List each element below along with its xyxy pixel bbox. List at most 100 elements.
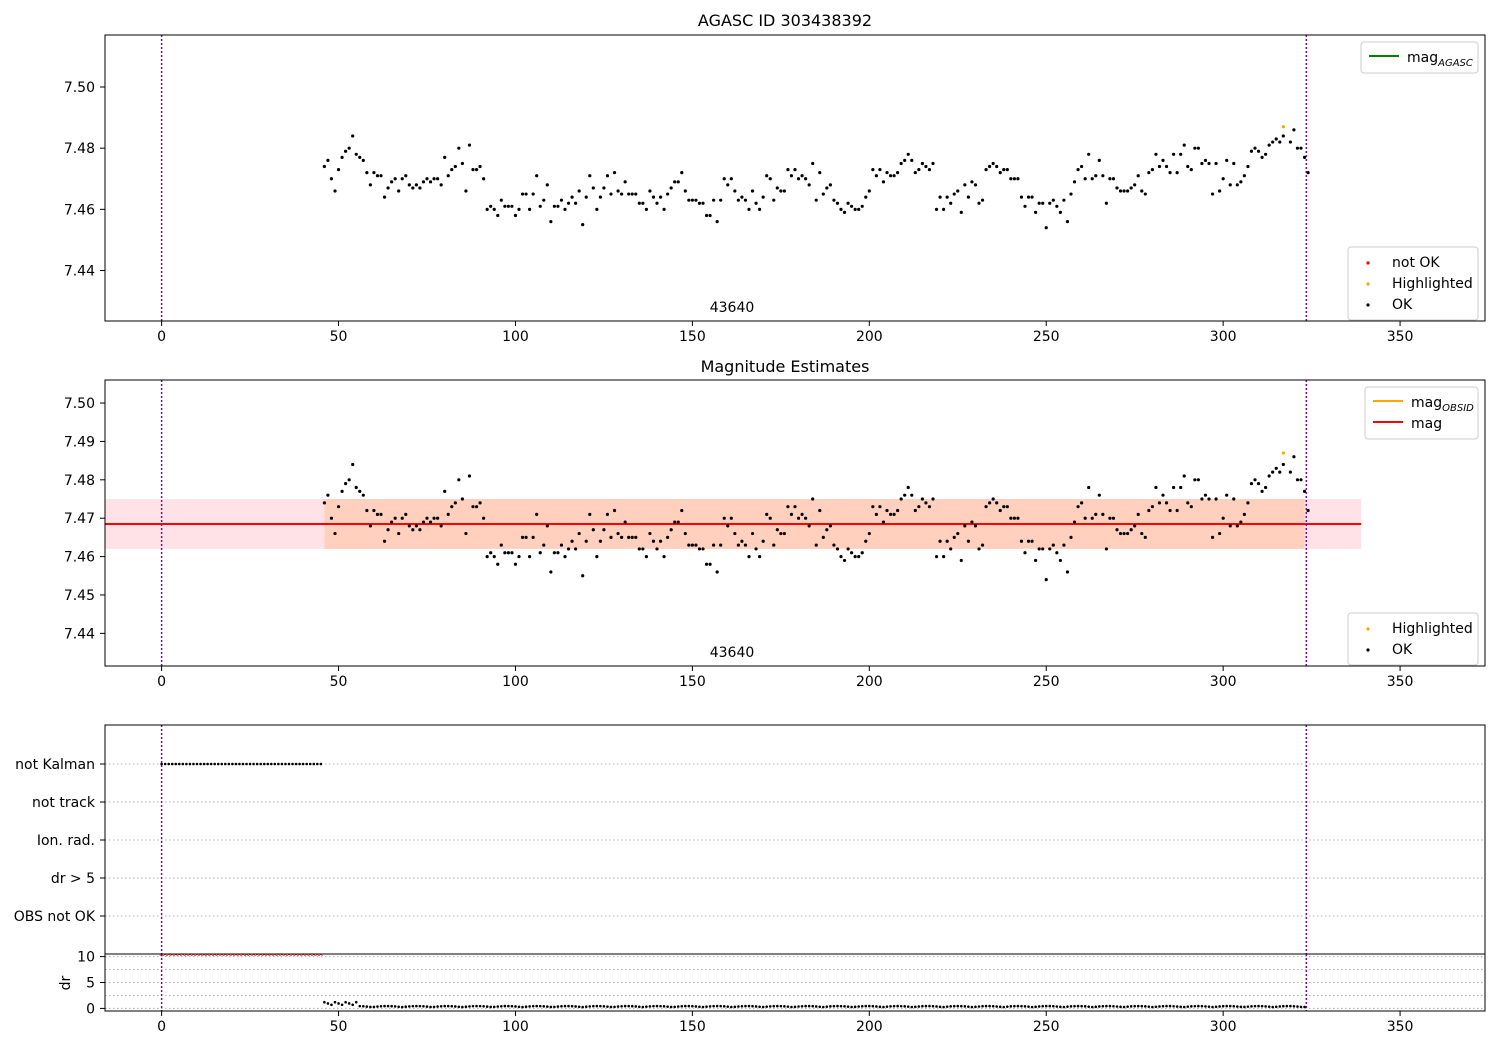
data-point: [1026, 539, 1031, 543]
dr-point: [574, 1005, 577, 1008]
obsid-annotation: 43640: [710, 645, 755, 661]
dr-point: [1264, 1005, 1267, 1008]
data-point: [1225, 158, 1229, 163]
dr-point: [393, 1005, 397, 1008]
data-point: [917, 167, 921, 172]
dr-point: [1140, 1004, 1144, 1008]
dr-point: [1186, 1005, 1190, 1008]
dr-point: [1168, 1004, 1172, 1008]
data-point: [704, 213, 709, 218]
data-point: [1111, 516, 1116, 520]
dr-point: [457, 1005, 461, 1009]
dr-point: [627, 1004, 630, 1008]
data-point: [835, 547, 840, 551]
data-point: [651, 539, 656, 543]
data-point: [549, 570, 553, 574]
data-point: [881, 180, 886, 184]
dr-point: [464, 1005, 468, 1009]
dr-point: [694, 1005, 698, 1008]
data-point: [390, 520, 394, 524]
data-point: [786, 167, 790, 172]
data-point: [1041, 201, 1045, 205]
clipped-marker: ^: [318, 954, 324, 962]
data-point: [1037, 201, 1041, 205]
dr-point: [676, 1005, 680, 1008]
data-point: [591, 528, 595, 532]
data-point: [666, 192, 670, 196]
legend-marker-swatch: [1366, 627, 1370, 631]
dr-point: [903, 1005, 906, 1008]
dr-point: [793, 1005, 797, 1009]
data-point: [1235, 524, 1239, 528]
data-point: [680, 508, 684, 513]
data-point: [386, 528, 390, 532]
flag-point: [234, 762, 238, 766]
data-point: [1126, 189, 1130, 193]
dr-point: [747, 1004, 751, 1008]
data-point: [517, 207, 521, 211]
data-point: [1189, 505, 1193, 509]
data-point: [1218, 189, 1222, 193]
data-point: [322, 164, 326, 169]
dr-point: [1154, 1005, 1158, 1009]
data-point: [712, 198, 716, 202]
dr-point: [882, 1005, 885, 1009]
data-point: [1115, 528, 1119, 532]
data-point: [1097, 493, 1101, 497]
data-point: [602, 528, 606, 532]
dr-point: [556, 1005, 560, 1008]
data-point: [1200, 497, 1204, 501]
flag-point: [294, 762, 298, 766]
data-point: [980, 198, 985, 202]
dr-point: [712, 1004, 715, 1008]
data-point: [750, 531, 755, 536]
data-point: [485, 554, 489, 559]
data-point: [453, 501, 457, 505]
data-point: [733, 531, 737, 536]
data-point: [460, 497, 464, 501]
dr-point: [811, 1004, 814, 1008]
dr-point: [981, 1004, 984, 1008]
data-point: [1203, 493, 1208, 497]
data-point: [835, 201, 840, 205]
data-point: [1069, 192, 1073, 196]
data-point: [839, 207, 843, 211]
data-point: [588, 174, 592, 178]
data-point: [531, 535, 535, 539]
dr-point: [776, 1004, 779, 1008]
dr-point: [613, 1005, 616, 1009]
dr-point: [836, 1004, 839, 1008]
data-point: [1058, 558, 1062, 563]
data-point: [361, 158, 365, 163]
dr-point: [432, 1005, 436, 1009]
data-point: [842, 558, 847, 563]
data-point: [1200, 161, 1204, 166]
data-point: [598, 195, 602, 199]
data-point: [1044, 226, 1048, 230]
data-point: [641, 547, 645, 551]
dr-point: [783, 1005, 786, 1008]
dr-point: [326, 1002, 330, 1005]
dr-point: [496, 1005, 500, 1008]
data-point: [386, 186, 390, 190]
dr-point: [952, 1004, 956, 1008]
dr-point: [429, 1005, 432, 1009]
data-point: [492, 554, 496, 559]
data-point: [1207, 161, 1211, 166]
data-point: [818, 171, 822, 175]
data-point: [959, 210, 963, 215]
data-point: [482, 516, 486, 520]
data-point: [980, 543, 985, 547]
data-point: [443, 489, 447, 493]
dr-point: [1158, 1005, 1161, 1008]
data-point: [542, 198, 546, 202]
data-point: [1196, 146, 1200, 150]
data-point: [595, 554, 599, 559]
data-point: [1218, 531, 1222, 536]
dr-point: [786, 1005, 790, 1008]
data-point: [556, 551, 560, 555]
data-point: [715, 570, 719, 574]
data-point: [867, 189, 871, 193]
data-point: [853, 554, 857, 559]
dr-point: [1016, 1004, 1020, 1008]
